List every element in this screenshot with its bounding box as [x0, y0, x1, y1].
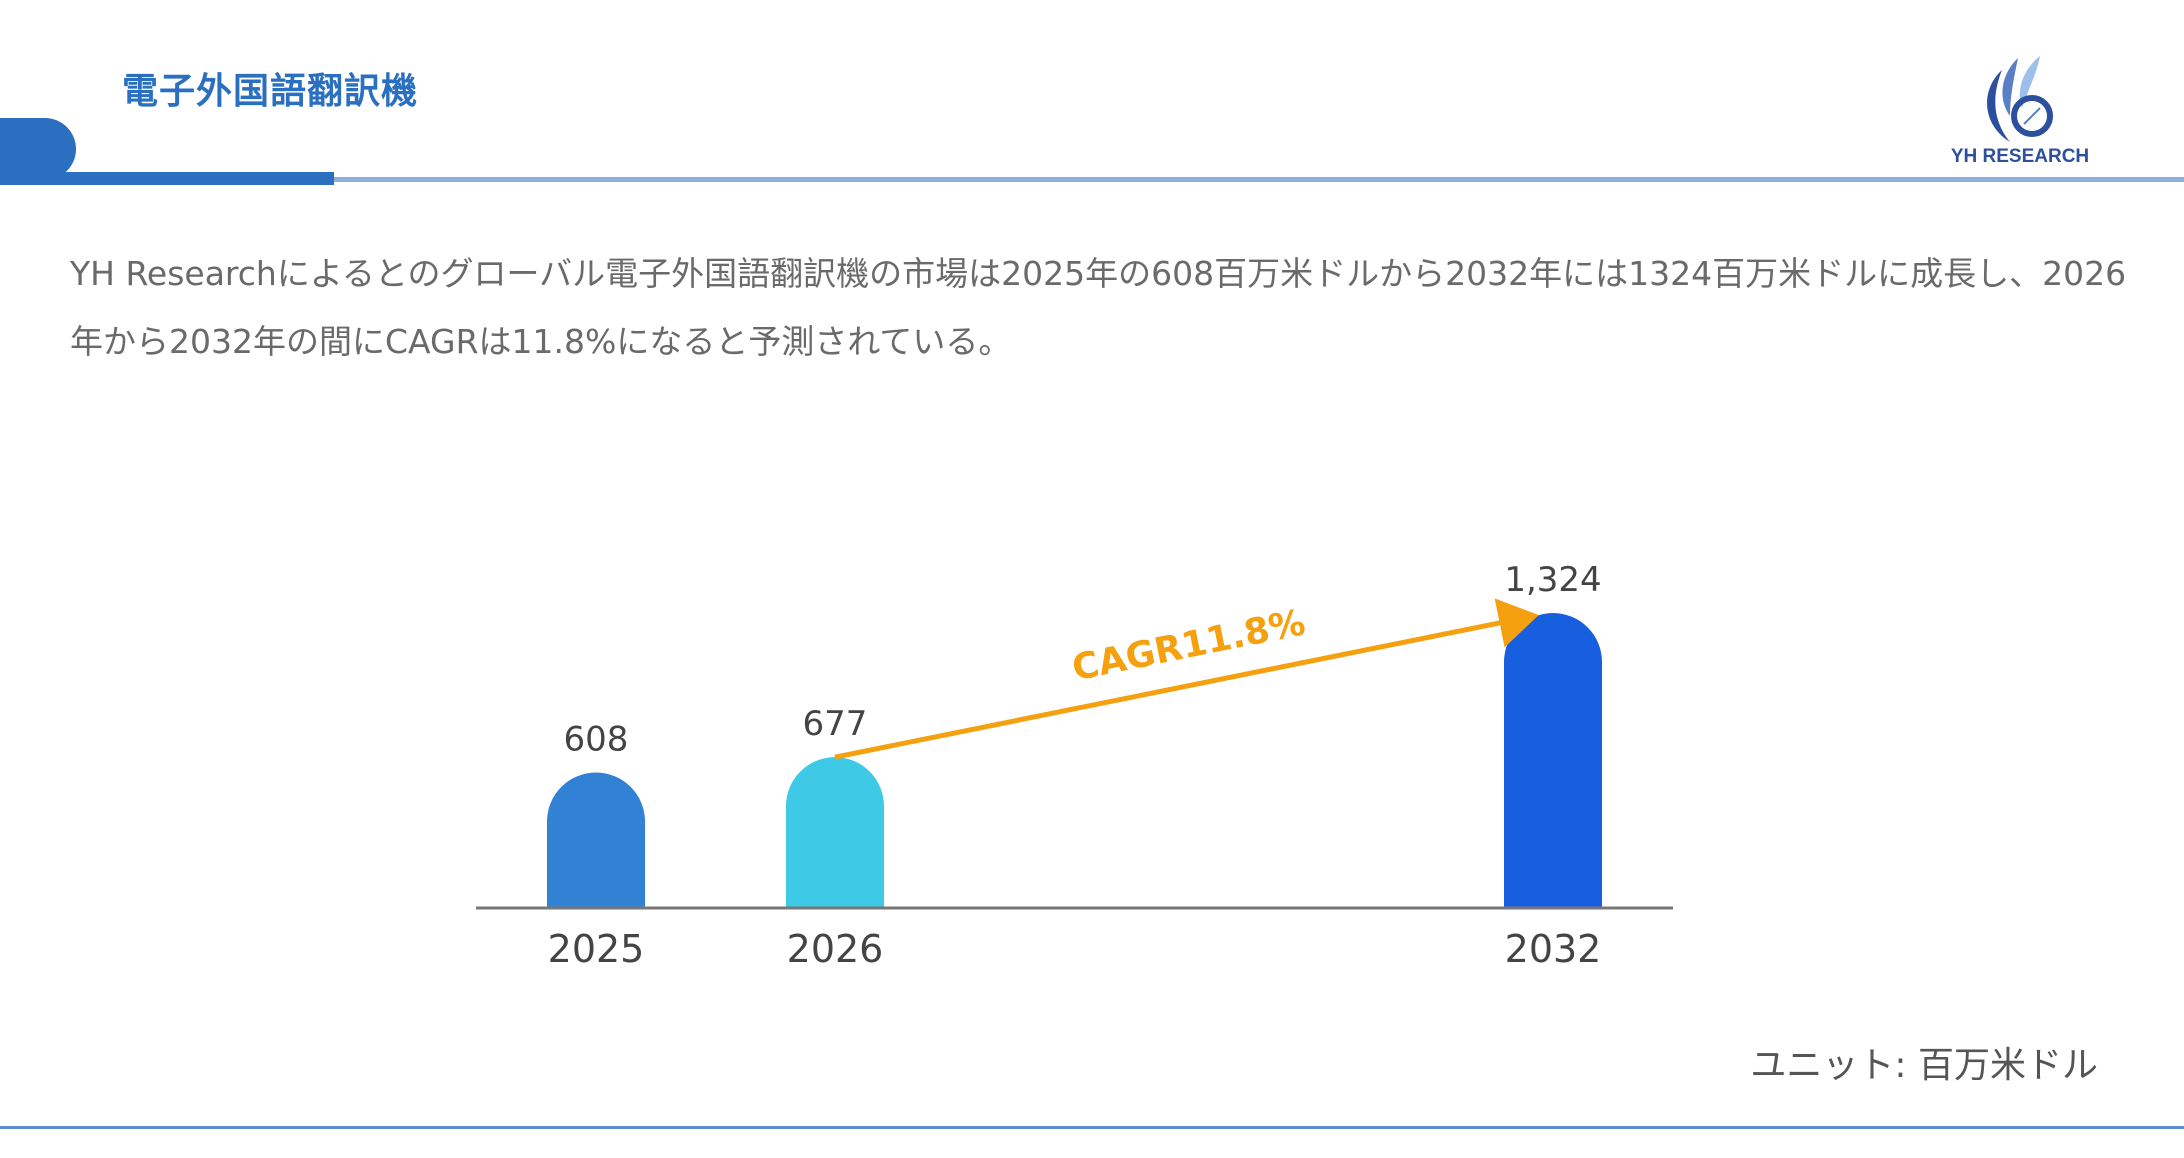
- svg-text:YH RESEARCH: YH RESEARCH: [1951, 146, 2089, 167]
- bar-2026: [786, 757, 884, 908]
- header-divider: [334, 177, 2184, 182]
- bar-2032: [1504, 613, 1602, 908]
- footer-divider: [0, 1126, 2184, 1129]
- header-accent-pill: [0, 118, 76, 180]
- cagr-arrow: [834, 598, 1539, 760]
- x-tick-label-2026: 2026: [787, 927, 884, 971]
- value-label-2032: 1,324: [1504, 560, 1601, 600]
- market-description: YH Researchによるとのグローバル電子外国語翻訳機の市場は2025年の6…: [70, 254, 2127, 361]
- yh-research-logo: YH RESEARCH: [1951, 56, 2089, 167]
- value-label-2026: 677: [803, 704, 868, 744]
- cagr-label: CAGR11.8%: [1069, 602, 1309, 689]
- page-title: 電子外国語翻訳機: [122, 71, 419, 112]
- x-tick-label-2032: 2032: [1505, 927, 1602, 971]
- value-label-2025: 608: [564, 720, 629, 760]
- unit-label: ユニット: 百万米ドル: [1750, 1045, 2098, 1086]
- bar-2025: [547, 772, 645, 908]
- x-tick-label-2025: 2025: [548, 927, 645, 971]
- header-accent-bar: [0, 172, 334, 185]
